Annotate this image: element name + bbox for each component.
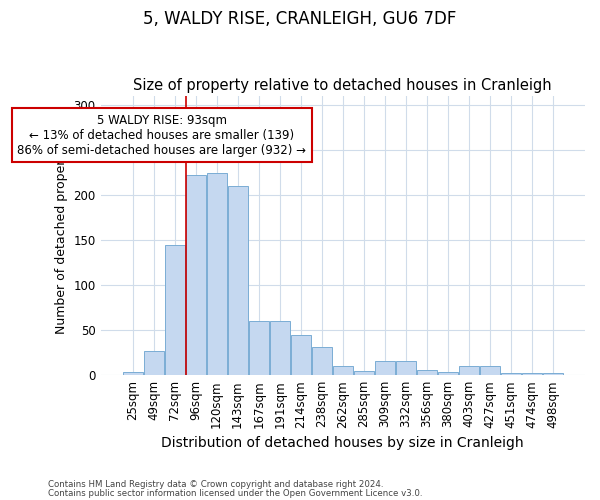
Y-axis label: Number of detached properties: Number of detached properties (55, 137, 68, 334)
Bar (354, 370, 374, 375)
Bar (501, 374, 521, 375)
Bar (417, 370, 437, 375)
Bar (291, 336, 311, 375)
Bar (206, 173, 227, 375)
Text: 5, WALDY RISE, CRANLEIGH, GU6 7DF: 5, WALDY RISE, CRANLEIGH, GU6 7DF (143, 10, 457, 28)
Title: Size of property relative to detached houses in Cranleigh: Size of property relative to detached ho… (133, 78, 552, 93)
Bar (185, 175, 206, 375)
X-axis label: Distribution of detached houses by size in Cranleigh: Distribution of detached houses by size … (161, 436, 524, 450)
Bar (122, 372, 143, 375)
Text: 5 WALDY RISE: 93sqm
← 13% of detached houses are smaller (139)
86% of semi-detac: 5 WALDY RISE: 93sqm ← 13% of detached ho… (17, 114, 307, 156)
Bar (522, 374, 542, 375)
Bar (543, 374, 563, 375)
Bar (333, 366, 353, 375)
Bar (438, 372, 458, 375)
Bar (480, 366, 500, 375)
Bar (248, 321, 269, 375)
Bar (375, 360, 395, 375)
Bar (164, 246, 185, 375)
Bar (227, 186, 248, 375)
Bar (459, 366, 479, 375)
Bar (143, 351, 164, 375)
Text: Contains HM Land Registry data © Crown copyright and database right 2024.: Contains HM Land Registry data © Crown c… (48, 480, 383, 489)
Bar (270, 321, 290, 375)
Bar (312, 347, 332, 375)
Text: Contains public sector information licensed under the Open Government Licence v3: Contains public sector information licen… (48, 488, 422, 498)
Bar (396, 360, 416, 375)
